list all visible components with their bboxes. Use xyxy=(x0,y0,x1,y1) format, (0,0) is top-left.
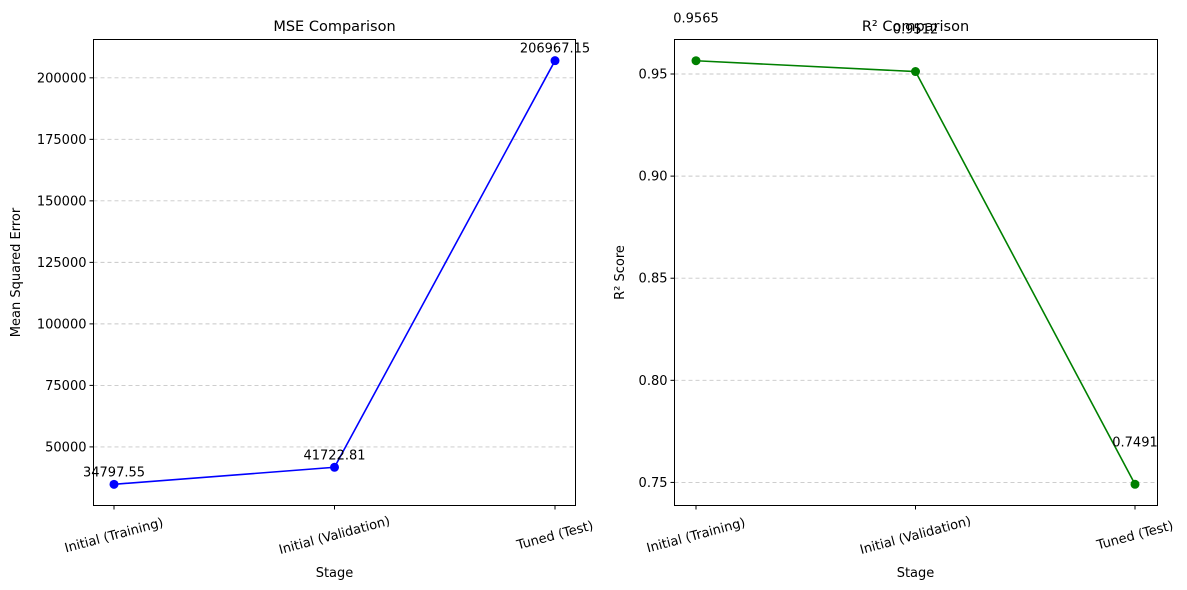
mse-x-tick-label: Tuned (Test) xyxy=(514,519,595,554)
r2-y-axis-label: R² Score xyxy=(613,245,628,300)
r2-data-label: 0.9512 xyxy=(893,23,939,38)
mse-chart-title: MSE Comparison xyxy=(273,19,395,35)
mse-y-tick-label: 200000 xyxy=(37,71,87,86)
r2-panel: R² Comparison 0.9565 0.9512 0.7491 0.75 0.8… xyxy=(613,12,1175,581)
r2-gridlines xyxy=(674,73,1158,483)
mse-gridlines xyxy=(93,77,576,448)
r2-data-label: 0.7491 xyxy=(1112,435,1158,450)
r2-x-tick-label: Tuned (Test) xyxy=(1094,519,1175,554)
mse-y-tick-label: 125000 xyxy=(37,256,87,271)
mse-data-point xyxy=(109,479,119,489)
r2-x-ticks: Initial (Training) Initial (Validation) Tu… xyxy=(645,505,1175,558)
r2-y-tick-label: 0.95 xyxy=(639,68,668,83)
r2-y-tick-label: 0.75 xyxy=(639,476,668,491)
r2-data-point xyxy=(691,56,701,66)
mse-y-tick-label: 50000 xyxy=(45,440,86,455)
mse-x-tick-label: Initial (Training) xyxy=(63,516,165,557)
mse-y-tick-label: 150000 xyxy=(37,194,87,209)
mse-series: 34797.55 41722.81 206967.15 xyxy=(83,42,590,489)
r2-data-point xyxy=(911,67,920,77)
mse-data-point xyxy=(550,56,560,66)
r2-data-label: 0.9565 xyxy=(673,12,719,27)
r2-axes-frame xyxy=(674,39,1158,506)
r2-y-tick-label: 0.90 xyxy=(639,170,668,185)
mse-data-label: 41722.81 xyxy=(303,448,365,463)
mse-axes-frame xyxy=(93,39,576,506)
mse-series-line xyxy=(113,60,556,486)
r2-y-ticks: 0.75 0.80 0.85 0.90 0.95 xyxy=(639,68,675,491)
mse-data-label: 206967.15 xyxy=(520,42,590,57)
mse-x-tick-label: Initial (Validation) xyxy=(277,514,391,558)
r2-y-tick-label: 0.80 xyxy=(639,374,668,389)
r2-data-point xyxy=(1130,479,1140,489)
mse-x-axis-label: Stage xyxy=(316,566,354,581)
mse-y-tick-label: 175000 xyxy=(37,133,87,148)
mse-y-tick-label: 75000 xyxy=(45,379,86,394)
r2-chart-title: R² Comparison xyxy=(862,19,969,35)
mse-panel: MSE Comparison 34797.55 41722.81 206967.15… xyxy=(9,19,595,581)
r2-x-tick-label: Initial (Training) xyxy=(645,516,747,557)
r2-series-line xyxy=(695,59,1136,485)
mse-y-ticks: 50000 75000 100000 125000 150000 175000 200000 xyxy=(37,71,94,455)
mse-x-ticks: Initial (Training) Initial (Validation) Tu… xyxy=(63,505,595,558)
r2-x-axis-label: Stage xyxy=(897,566,935,581)
r2-y-tick-label: 0.85 xyxy=(639,272,668,287)
mse-y-axis-label: Mean Squared Error xyxy=(9,207,24,337)
mse-y-tick-label: 100000 xyxy=(37,317,87,332)
r2-x-tick-label: Initial (Validation) xyxy=(858,514,972,558)
mse-data-point xyxy=(330,462,339,472)
mse-data-label: 34797.55 xyxy=(83,465,145,480)
r2-series: 0.9565 0.9512 0.7491 xyxy=(673,12,1158,489)
